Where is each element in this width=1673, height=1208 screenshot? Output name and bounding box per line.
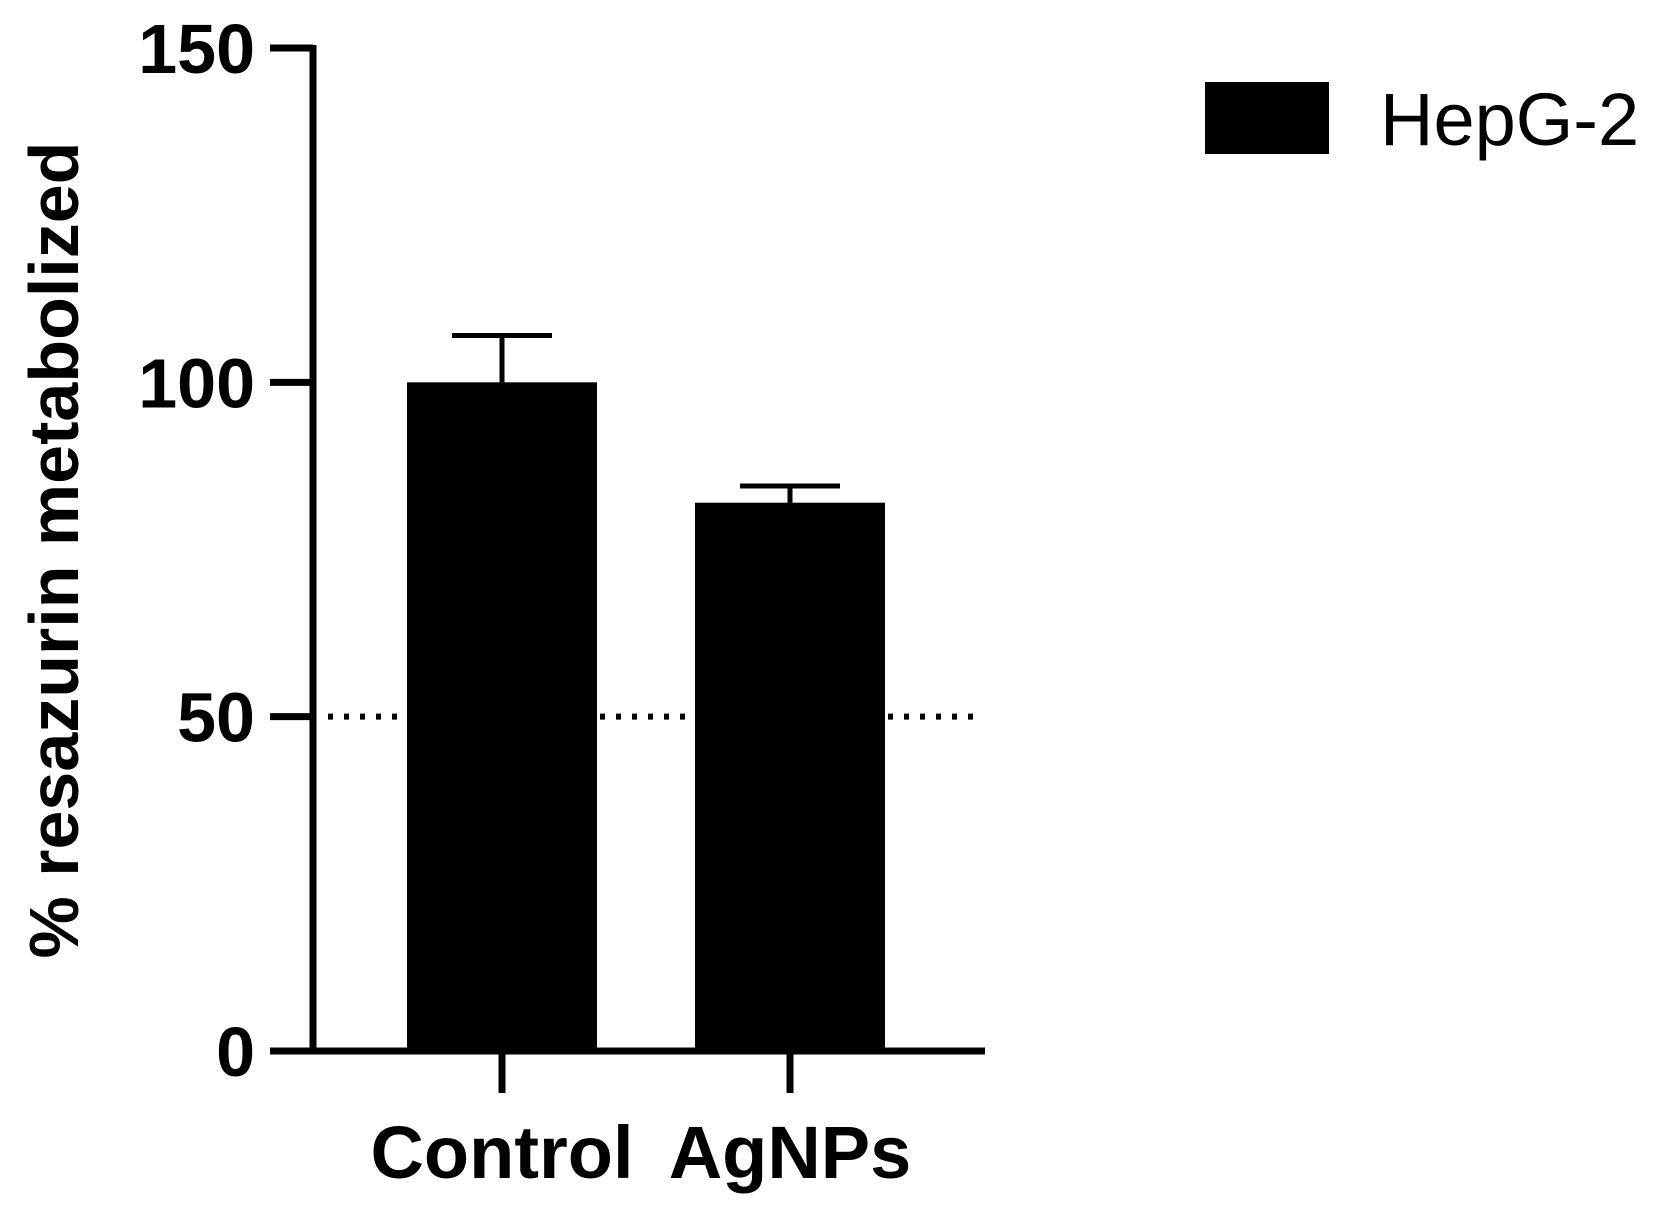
x-tick-label-agnps: AgNPs <box>669 1111 912 1194</box>
y-tick-label: 100 <box>138 344 255 422</box>
y-tick-label: 150 <box>138 10 255 88</box>
x-tick-label-control: Control <box>370 1111 633 1194</box>
legend: HepG-2 <box>1205 78 1639 161</box>
y-axis-title: % resazurin metabolized <box>15 142 93 959</box>
legend-label: HepG-2 <box>1380 78 1639 161</box>
bar-control <box>407 382 597 1051</box>
axes-layer: 0 50 100 150 Control AgNPs <box>138 10 985 1194</box>
legend-swatch <box>1205 82 1329 154</box>
y-tick-label: 0 <box>216 1013 255 1091</box>
bars-layer <box>407 333 885 1051</box>
error-bar-control <box>452 333 552 383</box>
bar-agnps <box>695 502 885 1051</box>
error-bar-agnps <box>740 483 840 503</box>
y-tick-label: 50 <box>177 679 255 757</box>
